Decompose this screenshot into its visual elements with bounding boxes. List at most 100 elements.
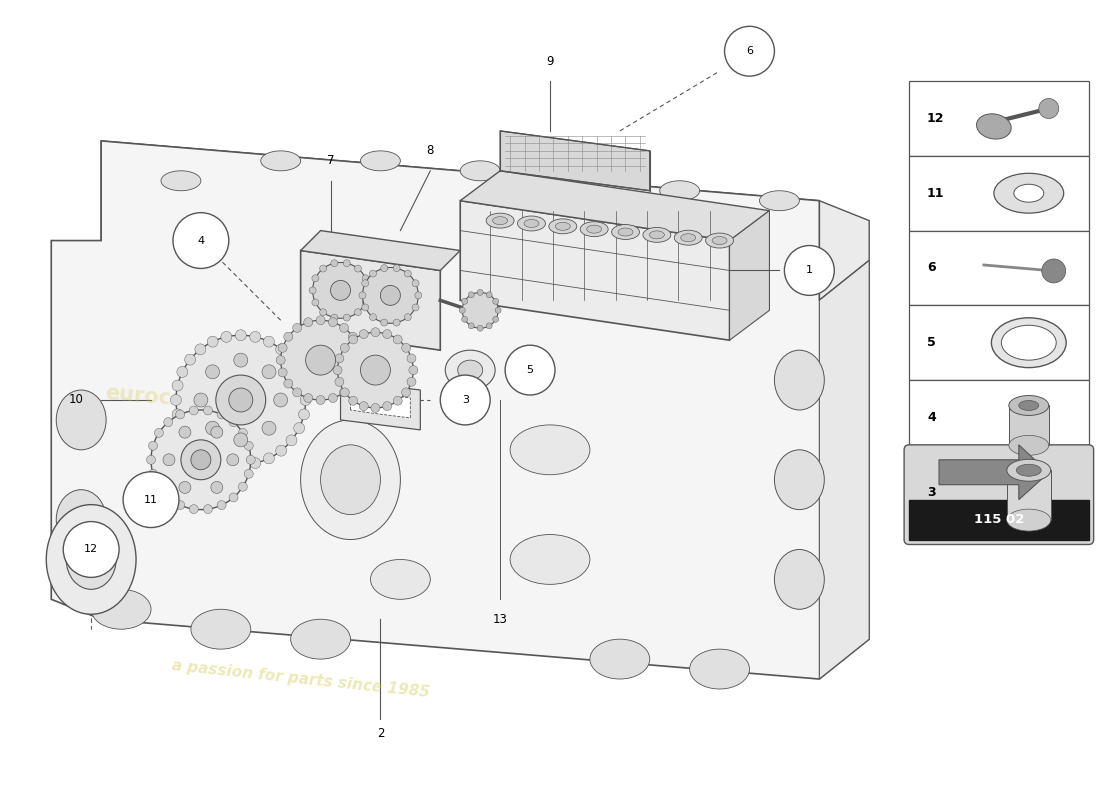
Circle shape [262, 365, 276, 378]
Circle shape [363, 267, 418, 323]
Ellipse shape [690, 649, 749, 689]
Circle shape [493, 316, 498, 322]
Ellipse shape [759, 190, 800, 210]
Polygon shape [351, 390, 410, 418]
Polygon shape [939, 445, 1048, 500]
Circle shape [63, 522, 119, 578]
Ellipse shape [1009, 435, 1048, 455]
Ellipse shape [460, 161, 500, 181]
Circle shape [1038, 98, 1058, 118]
Circle shape [173, 213, 229, 269]
Text: 12: 12 [927, 112, 945, 125]
Circle shape [340, 323, 349, 332]
Circle shape [329, 394, 338, 402]
Ellipse shape [586, 225, 602, 233]
Circle shape [331, 260, 338, 266]
Circle shape [177, 422, 188, 434]
Circle shape [217, 410, 227, 419]
Polygon shape [729, 210, 769, 340]
Text: 6: 6 [927, 262, 936, 274]
Ellipse shape [1001, 326, 1056, 360]
Circle shape [412, 304, 419, 311]
Circle shape [407, 378, 416, 386]
Ellipse shape [612, 225, 639, 239]
Text: 5: 5 [527, 365, 534, 375]
Circle shape [312, 299, 319, 306]
Ellipse shape [681, 234, 695, 242]
Circle shape [370, 270, 376, 277]
Circle shape [405, 314, 411, 321]
Ellipse shape [642, 227, 671, 242]
Circle shape [146, 455, 155, 464]
Text: 4: 4 [197, 235, 205, 246]
Ellipse shape [290, 619, 351, 659]
Polygon shape [101, 141, 869, 300]
Bar [1009, 406, 1048, 446]
Polygon shape [460, 201, 729, 340]
Circle shape [179, 426, 191, 438]
Bar [909, 380, 1089, 455]
Circle shape [304, 318, 312, 326]
Circle shape [486, 292, 492, 298]
Text: 11: 11 [144, 494, 158, 505]
Text: 11: 11 [927, 186, 945, 200]
Circle shape [172, 380, 183, 391]
Circle shape [221, 458, 232, 469]
Circle shape [477, 326, 483, 331]
Circle shape [206, 365, 220, 378]
Circle shape [176, 501, 185, 510]
Circle shape [362, 304, 369, 311]
Circle shape [381, 286, 400, 306]
Ellipse shape [91, 590, 151, 630]
Ellipse shape [774, 350, 824, 410]
Circle shape [177, 366, 188, 378]
Polygon shape [460, 170, 769, 241]
Circle shape [206, 422, 220, 435]
Circle shape [148, 470, 157, 478]
Circle shape [334, 354, 344, 363]
Circle shape [349, 332, 358, 341]
Ellipse shape [493, 217, 507, 225]
Circle shape [361, 355, 390, 385]
Ellipse shape [261, 151, 300, 170]
FancyBboxPatch shape [904, 445, 1093, 545]
Circle shape [343, 260, 350, 266]
Text: 13: 13 [493, 613, 507, 626]
Text: 3: 3 [462, 395, 469, 405]
Text: 6: 6 [746, 46, 754, 56]
Circle shape [405, 270, 411, 277]
Circle shape [229, 418, 238, 426]
Ellipse shape [524, 219, 539, 227]
Circle shape [276, 356, 285, 365]
Circle shape [123, 472, 179, 527]
Ellipse shape [580, 222, 608, 237]
Circle shape [304, 394, 312, 402]
Circle shape [294, 422, 305, 434]
Text: 10: 10 [69, 394, 84, 406]
Circle shape [362, 274, 370, 282]
Circle shape [239, 482, 248, 491]
Circle shape [284, 379, 293, 388]
Ellipse shape [510, 534, 590, 584]
Circle shape [170, 394, 182, 406]
Circle shape [278, 368, 287, 377]
Ellipse shape [66, 530, 117, 590]
Circle shape [274, 393, 288, 407]
Circle shape [349, 396, 358, 406]
Polygon shape [300, 250, 440, 350]
Circle shape [298, 380, 309, 391]
Circle shape [320, 265, 327, 272]
Circle shape [176, 410, 185, 419]
Circle shape [316, 316, 326, 325]
Ellipse shape [660, 181, 700, 201]
Circle shape [172, 409, 183, 420]
Circle shape [309, 287, 316, 294]
Circle shape [227, 454, 239, 466]
Circle shape [407, 354, 416, 363]
Circle shape [338, 332, 414, 408]
Text: 7: 7 [327, 154, 334, 167]
Circle shape [459, 307, 465, 314]
Circle shape [180, 440, 221, 480]
Circle shape [340, 388, 349, 397]
Text: 1: 1 [806, 266, 813, 275]
